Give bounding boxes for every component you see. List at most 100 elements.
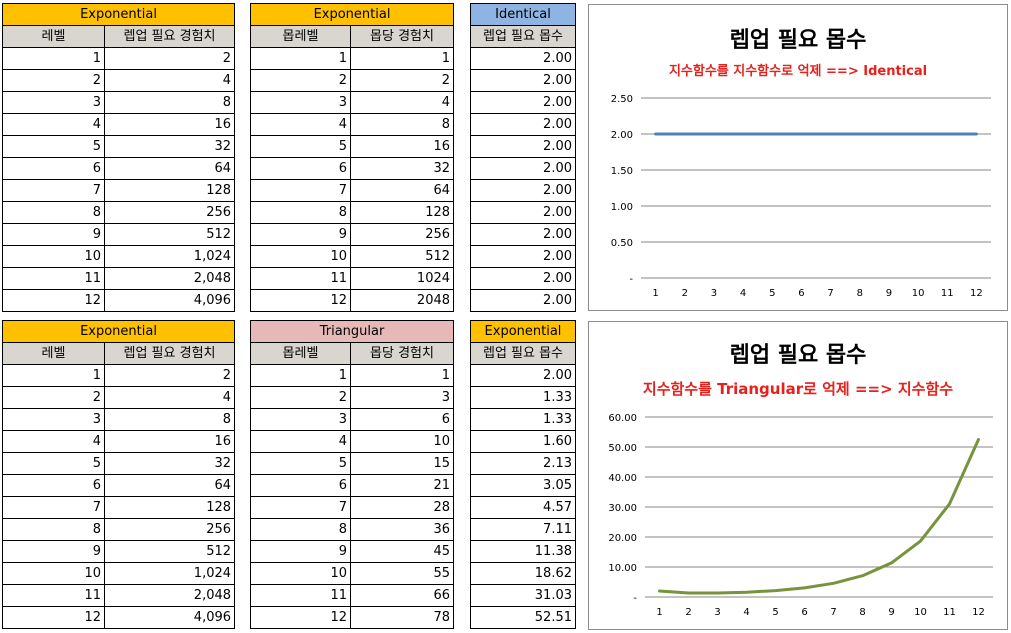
table-row: 8 256 (2, 201, 236, 224)
level-cell: 8 (250, 201, 351, 224)
column-header-mobs-needed: 렙업 필요 몹수 (470, 25, 576, 48)
table-row: 3.05 (470, 474, 576, 497)
value-cell: 2,048 (103, 267, 236, 290)
y-tick-label: 50.00 (608, 443, 637, 454)
x-tick-label: 7 (827, 288, 833, 299)
y-tick-label: 2.00 (611, 130, 633, 141)
x-tick-label: 4 (743, 607, 749, 618)
table-row: 2.00 (470, 113, 576, 136)
level-cell: 7 (2, 496, 105, 519)
level-cell: 8 (250, 518, 351, 541)
level-cell: 1 (250, 364, 351, 387)
x-tick-label: 8 (859, 607, 865, 618)
value-cell: 2 (349, 69, 455, 92)
level-cell: 3 (250, 91, 351, 114)
y-tick-label: 20.00 (608, 533, 637, 544)
level-cell: 12 (250, 289, 351, 312)
level-cell: 1 (2, 364, 105, 387)
value-cell: 128 (103, 496, 236, 519)
chart-title: 렙업 필요 몹수 (730, 28, 867, 53)
mobs-needed-cell: 2.00 (470, 157, 576, 180)
y-tick-label: - (633, 593, 637, 604)
value-cell: 16 (349, 135, 455, 158)
chart-top: 렙업 필요 몹수 지수함수를 지수함수로 억제 ==> Identical - 0… (588, 4, 1008, 311)
column-header-exp-per-mob: 몹당 경험치 (349, 25, 455, 48)
level-cell: 9 (2, 540, 105, 563)
column-header-required-exp: 렙업 필요 경험치 (103, 342, 236, 365)
table-title: Exponential (249, 3, 455, 26)
table-row: 12 4,096 (2, 606, 236, 629)
mobs-needed-cell: 1.60 (470, 430, 576, 453)
value-cell: 64 (349, 179, 455, 202)
x-tick-label: 10 (912, 288, 925, 299)
x-tick-label: 2 (685, 607, 691, 618)
table-title: Exponential (470, 320, 576, 343)
table-row: 5 32 (2, 135, 236, 158)
x-tick-label: 5 (772, 607, 778, 618)
level-cell: 5 (250, 135, 351, 158)
y-tick-label: 30.00 (608, 503, 637, 514)
mobs-needed-cell: 2.00 (470, 201, 576, 224)
table-row: 9 512 (2, 223, 236, 246)
level-cell: 7 (250, 496, 351, 519)
mobs-needed-cell: 2.00 (470, 223, 576, 246)
value-cell: 55 (349, 562, 455, 585)
table-row: 9 45 (250, 540, 455, 563)
level-cell: 9 (250, 223, 351, 246)
chart-bottom-svg: 렙업 필요 몹수 지수함수를 Triangular로 억제 ==> 지수함수 -… (608, 343, 993, 618)
value-cell: 1 (349, 47, 455, 70)
level-cell: 9 (250, 540, 351, 563)
table-row: 12 78 (250, 606, 455, 629)
x-tick-label: 12 (972, 607, 985, 618)
y-tick-label: - (629, 274, 633, 285)
level-cell: 10 (250, 245, 351, 268)
table-row: 7 64 (250, 179, 455, 202)
table-title: Exponential (1, 320, 236, 343)
x-tick-label: 6 (798, 288, 804, 299)
table-row: 1.33 (470, 408, 576, 431)
y-tick-label: 0.50 (611, 238, 633, 249)
level-cell: 6 (250, 157, 351, 180)
value-cell: 512 (103, 540, 236, 563)
chart-top-svg: 렙업 필요 몹수 지수함수를 지수함수로 억제 ==> Identical - 0… (611, 28, 991, 299)
value-cell: 36 (349, 518, 455, 541)
x-tick-label: 7 (830, 607, 836, 618)
table-row: 8 256 (2, 518, 236, 541)
table-row: 6 21 (250, 474, 455, 497)
table-row: 2.00 (470, 364, 576, 387)
level-cell: 11 (250, 584, 351, 607)
table-row: 2.00 (470, 289, 576, 312)
x-tick-label: 8 (857, 288, 863, 299)
table-row: 2.00 (470, 223, 576, 246)
chart-subtitle: 지수함수를 지수함수로 억제 ==> Identical (669, 63, 927, 79)
mobs-needed-cell: 2.00 (470, 113, 576, 136)
value-cell: 256 (349, 223, 455, 246)
level-cell: 10 (2, 562, 105, 585)
table-row: 2.00 (470, 135, 576, 158)
mobs-needed-cell: 18.62 (470, 562, 576, 585)
x-tick-label: 11 (941, 288, 954, 299)
value-cell: 64 (103, 474, 236, 497)
column-header-mob-level: 몹레벨 (250, 342, 351, 365)
series-line (658, 438, 980, 595)
x-tick-label: 1 (652, 288, 658, 299)
table-row: 6 64 (2, 474, 236, 497)
table-title: Triangular (249, 320, 455, 343)
value-cell: 128 (103, 179, 236, 202)
level-cell: 11 (250, 267, 351, 290)
level-cell: 2 (2, 386, 105, 409)
value-cell: 78 (349, 606, 455, 629)
table-row: 7 28 (250, 496, 455, 519)
table-row: 10 512 (250, 245, 455, 268)
x-tick-label: 10 (914, 607, 927, 618)
mobs-needed-cell: 31.03 (470, 584, 576, 607)
table-row: 5 32 (2, 452, 236, 475)
table-row: 6 32 (250, 157, 455, 180)
value-cell: 64 (103, 157, 236, 180)
table-row: 11 2,048 (2, 584, 236, 607)
mobs-needed-cell: 4.57 (470, 496, 576, 519)
table-row: 31.03 (470, 584, 576, 607)
table-row: 10 1,024 (2, 245, 236, 268)
